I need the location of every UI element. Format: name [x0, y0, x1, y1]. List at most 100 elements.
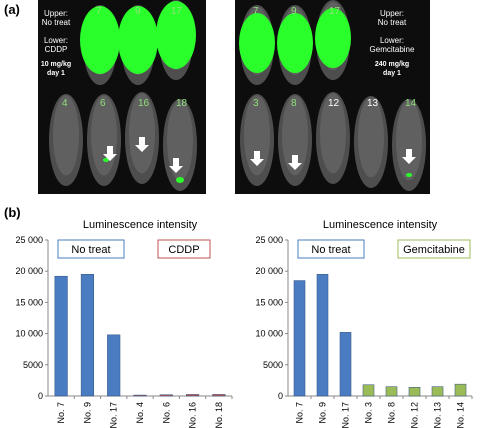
signal-upper-left-3 [156, 1, 196, 69]
arrow-left-mouse-16 [135, 137, 149, 152]
y-tick-label: 10 000 [255, 329, 283, 339]
arrow-left-mouse-18 [169, 158, 183, 173]
legend-line-right-4: Lower: [380, 36, 404, 45]
y-tick-label: 15 000 [15, 297, 43, 307]
signal-upper-right-1 [239, 13, 275, 73]
mouse-number-lower-left-2: 6 [100, 98, 106, 109]
legend-line-left-2: No treat [42, 18, 71, 27]
signal-upper-left-1 [80, 6, 120, 74]
legend-box [57, 239, 125, 259]
legend-label: Gemcitabine [403, 244, 465, 256]
x-tick-label: No. 7 [295, 402, 305, 424]
mouse-lower-right-3 [316, 92, 350, 184]
mouse-number-lower-right-4: 13 [367, 98, 379, 109]
mouse-number-upper-left-1: 7 [96, 6, 102, 17]
x-tick-label: No. 6 [161, 402, 171, 424]
bar-no-16 [186, 394, 200, 397]
bar-no-3 [362, 384, 375, 397]
arrow-right-mouse-8 [288, 155, 302, 170]
x-tick-label: No. 3 [364, 402, 374, 424]
mouse-number-lower-left-3: 16 [138, 98, 150, 109]
x-tick-label: No. 12 [410, 402, 420, 428]
legend-entry: No treat [297, 239, 365, 259]
x-tick-label: No. 17 [341, 402, 351, 428]
signal-upper-right-3 [315, 8, 351, 68]
legend-entry: No treat [57, 239, 125, 259]
y-tick-label: 20 000 [15, 266, 43, 276]
panel-b-label: (b) [4, 205, 21, 220]
dose-line-left-1: 10 mg/kg [41, 61, 71, 68]
bar-no-14 [454, 383, 467, 397]
legend-line-left-5: CDDP [45, 45, 68, 54]
x-tick-label: No. 18 [214, 402, 224, 428]
y-tick-label: 20 000 [255, 266, 283, 276]
mouse-lower-left-1 [49, 94, 83, 186]
bar-no-8 [385, 386, 398, 397]
mouse-lower-right-2 [278, 94, 312, 186]
signal-upper-right-2 [277, 13, 313, 73]
y-tick-label: 0 [38, 391, 43, 401]
mouse-number-upper-right-1: 7 [253, 6, 259, 17]
bar-no-6 [159, 394, 173, 397]
mouse-number-upper-right-3: 17 [329, 6, 341, 17]
signal-lower-left-2 [103, 158, 109, 162]
bar-no-17 [107, 334, 121, 397]
chart-left-svg: Luminescence intensity 0 5000 10 000 15 000 2… [15, 219, 233, 428]
legend-line-right-5: Gemcitabine [370, 45, 415, 54]
arrow-left-mouse-6 [103, 146, 117, 161]
bar-no-12 [408, 387, 421, 397]
photo-left-cddp: 7 9 17 4 6 16 18 Upper: No treat Lower: CDDP 10 mg/… [38, 0, 206, 194]
y-tick-label: 10 000 [15, 329, 43, 339]
legend-box [397, 239, 471, 259]
mouse-number-upper-right-2: 9 [291, 6, 297, 17]
signal-lower-left-4 [176, 177, 184, 183]
legend-box [157, 239, 211, 259]
legend-line-left-4: Lower: [44, 36, 68, 45]
legend-entry: CDDP [157, 239, 211, 259]
legend-line-left-1: Upper: [44, 9, 68, 18]
x-tick-label: No. 17 [109, 402, 119, 428]
panel-a-label: (a) [4, 2, 20, 17]
y-tick-label: 25 000 [255, 235, 283, 245]
chart-left-cddp: Luminescence intensity 0 5000 10 000 15 000 2… [0, 212, 240, 428]
legend-label: CDDP [168, 244, 199, 256]
chart-title: Luminescence intensity [323, 219, 438, 231]
mouse-number-lower-left-4: 18 [176, 98, 188, 109]
mouse-number-lower-right-5: 14 [405, 98, 417, 109]
dose-line-right-2: day 1 [383, 70, 401, 77]
mouse-lower-right-5 [392, 99, 426, 191]
legend-entry: Gemcitabine [397, 239, 471, 259]
bar-no-9 [80, 274, 94, 397]
x-tick-label: No. 4 [135, 402, 145, 424]
dose-line-left-2: day 1 [47, 70, 65, 77]
x-tick-label: No. 9 [82, 402, 92, 424]
mouse-number-lower-right-2: 8 [291, 98, 297, 109]
x-tick-label: No. 7 [56, 402, 66, 424]
bar-no-13 [431, 386, 444, 397]
x-tick-label: No. 8 [387, 402, 397, 424]
legend-label: No treat [311, 244, 350, 256]
x-tick-label: No. 14 [456, 402, 466, 428]
mouse-number-lower-left-1: 4 [62, 98, 68, 109]
mouse-number-lower-right-1: 3 [253, 98, 259, 109]
chart-right-gemcitabine: Luminescence intensity 0 5000 10 000 15 000 2… [240, 212, 480, 428]
chart-right-svg: Luminescence intensity 0 5000 10 000 15 000 2… [255, 219, 473, 428]
legend-box [297, 239, 365, 259]
photo-right-gemcitabine: 7 9 17 3 8 12 13 14 Upper: No treat Lower: Gemcitab… [235, 0, 430, 194]
bar-no-7 [293, 280, 306, 397]
chart-title: Luminescence intensity [83, 219, 198, 231]
x-tick-label: No. 16 [188, 402, 198, 428]
mouse-number-upper-left-2: 9 [135, 6, 141, 17]
y-tick-label: 25 000 [15, 235, 43, 245]
legend-line-right-1: Upper: [380, 9, 404, 18]
photo-right-canvas: 7 9 17 3 8 12 13 14 Upper:No treat Lower:Gemcitab… [235, 0, 430, 194]
legend-label: No treat [71, 244, 110, 256]
bar-no-18 [212, 394, 226, 397]
signal-lower-right-5 [406, 173, 412, 177]
photo-left-canvas: 7 9 17 4 6 16 18 Upper:No treat Lower:CDDP 10 mg/… [38, 0, 206, 194]
bar-no-4 [133, 394, 147, 397]
mouse-lower-right-1 [240, 94, 274, 186]
bar-no-9 [316, 274, 329, 397]
mouse-number-upper-left-3: 17 [171, 6, 183, 17]
dose-line-right-1: 240 mg/kg [375, 61, 409, 68]
